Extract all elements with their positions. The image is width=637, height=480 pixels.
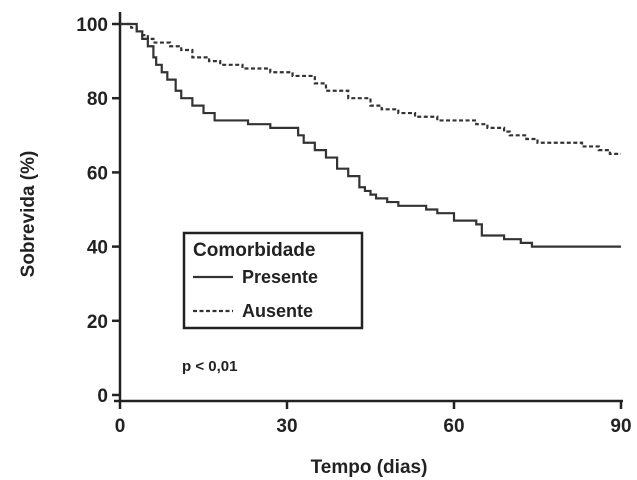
y-tick-label: 100 (76, 15, 108, 36)
y-tick-label: 0 (97, 386, 108, 407)
legend-entry-ausente: Ausente (242, 301, 313, 321)
p-value-annotation: p < 0,01 (182, 358, 237, 375)
x-tick-label: 60 (443, 416, 464, 437)
series-layer (120, 22, 621, 248)
y-tick-label: 60 (87, 163, 108, 184)
x-tick-label: 0 (115, 416, 126, 437)
y-tick-label: 20 (87, 312, 108, 333)
axes: 0 20 40 60 80 100 0 30 60 90 (76, 12, 632, 437)
y-tick-label: 40 (87, 238, 108, 259)
legend: Comorbidade Presente Ausente (182, 231, 364, 330)
x-tick-label: 30 (276, 416, 297, 437)
y-tick-label: 80 (87, 89, 108, 110)
x-tick-label: 90 (610, 416, 631, 437)
series-presente-line (120, 22, 621, 248)
legend-box (182, 231, 364, 330)
legend-entry-presente: Presente (242, 267, 318, 287)
y-axis-title: Sobrevida (%) (18, 151, 39, 278)
series-ausente-line (120, 22, 621, 155)
legend-title: Comorbidade (193, 240, 315, 261)
x-axis-title: Tempo (dias) (311, 457, 428, 478)
